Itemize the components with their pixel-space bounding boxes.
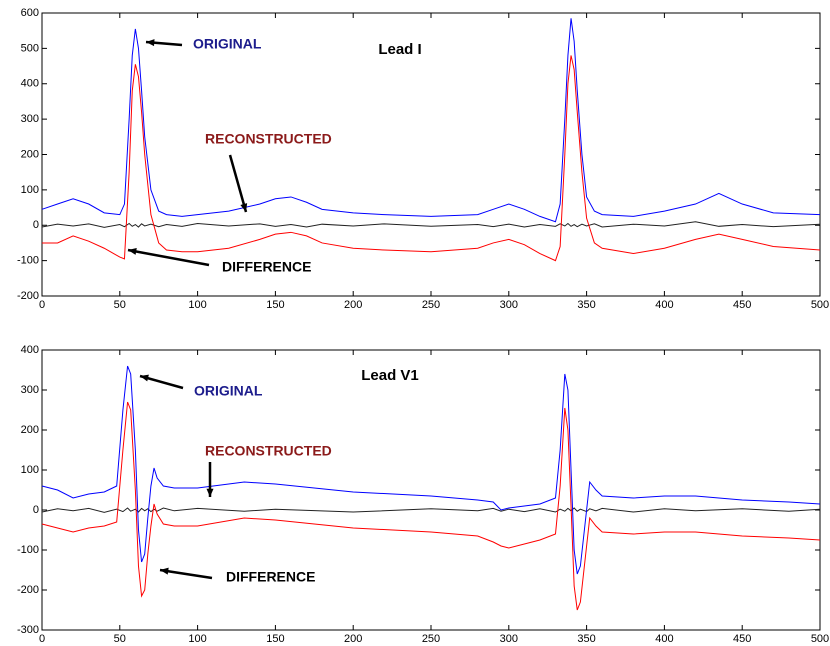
arrow-head (140, 374, 149, 382)
arrow-head (206, 488, 214, 497)
arrow-shaft (127, 248, 210, 267)
x-tick-label: 350 (577, 299, 595, 311)
y-tick-label: -300 (17, 624, 39, 636)
y-tick-label: 100 (21, 464, 39, 476)
x-tick-label: 0 (39, 633, 45, 645)
line-series (42, 55, 821, 262)
arrow-head (146, 39, 155, 47)
arrow-shaft (159, 568, 213, 580)
x-tick-label: 100 (188, 633, 206, 645)
y-tick-label: 300 (21, 384, 39, 396)
x-tick-label: 300 (500, 633, 518, 645)
x-tick-label: 400 (655, 299, 673, 311)
y-tick-label: 0 (33, 219, 39, 231)
chart-title: Lead V1 (361, 367, 419, 384)
series-label: DIFFERENCE (222, 259, 311, 275)
x-tick-label: 200 (344, 633, 362, 645)
plot-area (41, 12, 821, 297)
x-tick-label: 400 (655, 633, 673, 645)
x-tick-label: 150 (266, 633, 284, 645)
y-tick-label: 300 (21, 113, 39, 125)
x-tick-label: 150 (266, 299, 284, 311)
arrow-head (160, 567, 169, 575)
chart-title: Lead I (378, 41, 421, 58)
series-label: RECONSTRUCTED (205, 131, 332, 147)
y-tick-label: -200 (17, 584, 39, 596)
line-series (41, 507, 821, 513)
arrow-shaft (228, 154, 248, 213)
line-series (41, 401, 821, 611)
y-tick-label: 0 (33, 504, 39, 516)
y-tick-label: 100 (21, 184, 39, 196)
y-tick-label: 600 (21, 7, 39, 19)
y-tick-label: 200 (21, 424, 39, 436)
y-tick-label: -100 (17, 544, 39, 556)
x-tick-label: 100 (188, 299, 206, 311)
x-tick-label: 500 (811, 633, 829, 645)
x-tick-label: 450 (733, 633, 751, 645)
x-tick-label: 200 (344, 299, 362, 311)
y-tick-label: 500 (21, 42, 39, 54)
x-tick-label: 50 (114, 299, 126, 311)
series-label: ORIGINAL (194, 383, 263, 399)
line-series (41, 18, 821, 223)
x-tick-label: 250 (422, 299, 440, 311)
x-tick-label: 500 (811, 299, 829, 311)
y-tick-label: 400 (21, 344, 39, 356)
series-label: RECONSTRUCTED (205, 443, 332, 459)
arrow-head (128, 247, 137, 255)
x-tick-label: 350 (577, 633, 595, 645)
plot-area (41, 349, 821, 631)
line-series (41, 221, 821, 228)
y-tick-label: -200 (17, 290, 39, 302)
x-tick-label: 250 (422, 633, 440, 645)
x-tick-label: 450 (733, 299, 751, 311)
x-tick-label: 50 (114, 633, 126, 645)
y-tick-label: 200 (21, 148, 39, 160)
x-tick-label: 0 (39, 299, 45, 311)
y-tick-label: 400 (21, 78, 39, 90)
y-tick-label: -100 (17, 255, 39, 267)
arrow-head (240, 203, 248, 212)
series-label: DIFFERENCE (226, 569, 315, 585)
series-label: ORIGINAL (193, 36, 262, 52)
line-series (41, 365, 821, 575)
x-tick-label: 300 (500, 299, 518, 311)
